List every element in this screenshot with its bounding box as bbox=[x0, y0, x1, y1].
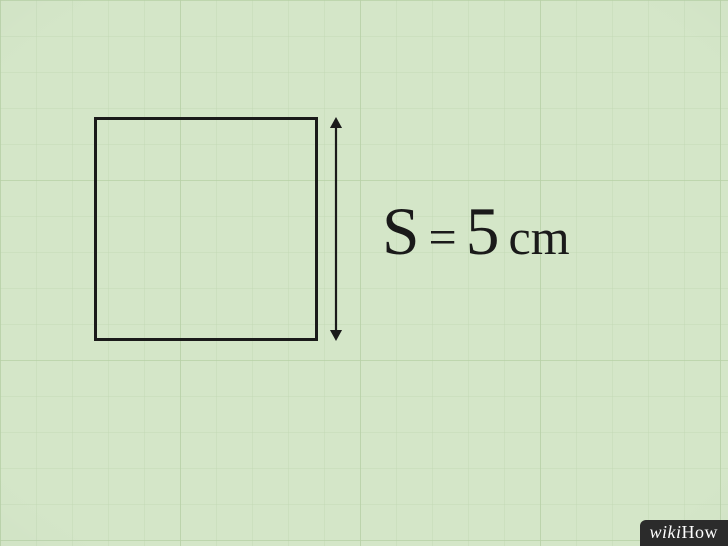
wikihow-watermark: wikiHow bbox=[640, 520, 728, 546]
variable-s: S bbox=[382, 198, 420, 266]
unit-cm: cm bbox=[509, 208, 570, 266]
watermark-wiki: wiki bbox=[650, 522, 682, 542]
watermark-how: How bbox=[682, 522, 719, 542]
equals-sign: = bbox=[429, 208, 457, 266]
square-shape bbox=[94, 117, 318, 341]
value-5: 5 bbox=[466, 198, 500, 266]
diagram-canvas: S = 5 cm wikiHow bbox=[0, 0, 728, 546]
side-length-formula: S = 5 cm bbox=[382, 198, 570, 266]
dimension-line bbox=[319, 111, 353, 347]
